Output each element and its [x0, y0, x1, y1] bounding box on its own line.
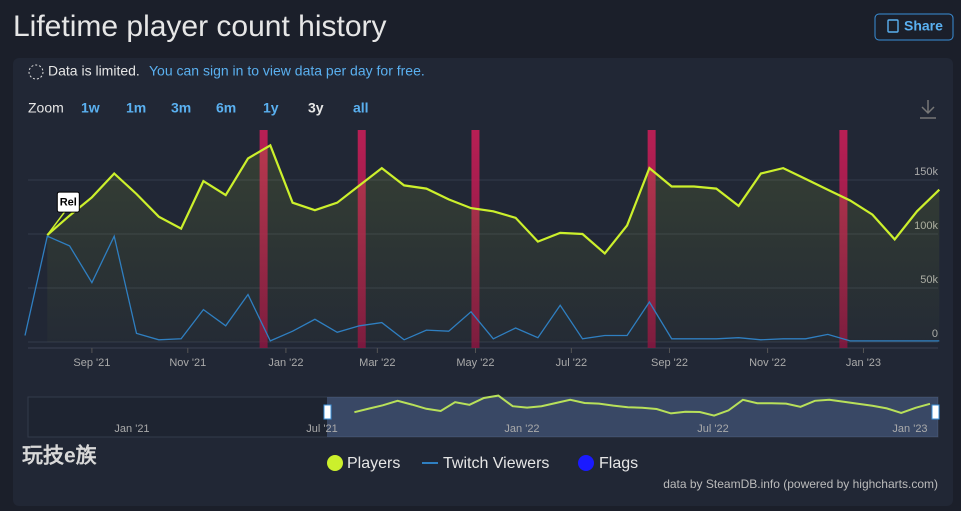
x-tick-label: Jan '22 [268, 357, 303, 369]
notice-link[interactable]: You can sign in to view data per day for… [149, 63, 425, 79]
zoom-option[interactable]: 3y [308, 100, 324, 116]
annotation: Rel [60, 196, 77, 208]
navigator-label: Jul '21 [306, 423, 337, 435]
zoom-option[interactable]: 6m [216, 100, 236, 116]
legend-label[interactable]: Twitch Viewers [443, 455, 549, 472]
navigator-handle[interactable] [323, 404, 332, 420]
share-icon [887, 19, 899, 33]
credit: data by SteamDB.info (powered by highcha… [663, 477, 938, 491]
navigator-label: Jul '22 [697, 423, 728, 435]
share-label[interactable]: Share [904, 18, 943, 34]
twitch-line [24, 234, 940, 342]
players-line [46, 143, 941, 255]
zoom-option[interactable]: 1m [126, 100, 146, 116]
notice-strong: Data is limited. [48, 63, 140, 79]
zoom-option[interactable]: 1w [81, 100, 100, 116]
navigator-selection [327, 397, 938, 437]
x-tick-label: Sep '22 [651, 357, 688, 369]
x-tick-label: Mar '22 [359, 357, 395, 369]
zoom-label: Zoom [28, 100, 64, 116]
limited-icon [28, 64, 44, 80]
navigator-line [354, 394, 931, 417]
navigator-handle[interactable] [931, 404, 940, 420]
annotation-connector [46, 210, 66, 236]
x-tick-label: Jul '22 [556, 357, 587, 369]
zoom-option[interactable]: 1y [263, 100, 279, 116]
zoom-option[interactable]: 3m [171, 100, 191, 116]
x-tick-label: Sep '21 [73, 357, 110, 369]
legend-label[interactable]: Players [347, 455, 400, 472]
y-tick-label: 150k [914, 166, 938, 178]
legend-label[interactable]: Flags [599, 455, 638, 472]
players-area [47, 145, 940, 342]
x-tick-label: Jan '23 [846, 357, 881, 369]
share-button[interactable] [874, 13, 954, 41]
navigator-label: Jan '23 [892, 423, 927, 435]
zoom-option[interactable]: all [353, 100, 369, 116]
navigator-label: Jan '22 [504, 423, 539, 435]
legend-marker [578, 455, 594, 471]
annotation-box [56, 191, 80, 213]
title: Lifetime player count history [13, 10, 387, 43]
x-tick-label: Nov '22 [749, 357, 786, 369]
download-icon[interactable] [920, 100, 936, 119]
x-tick-label: Nov '21 [169, 357, 206, 369]
legend-marker [327, 455, 343, 471]
x-tick-label: May '22 [456, 357, 494, 369]
watermark: 玩技e族 [22, 444, 98, 468]
navigator-label: Jan '21 [114, 423, 149, 435]
